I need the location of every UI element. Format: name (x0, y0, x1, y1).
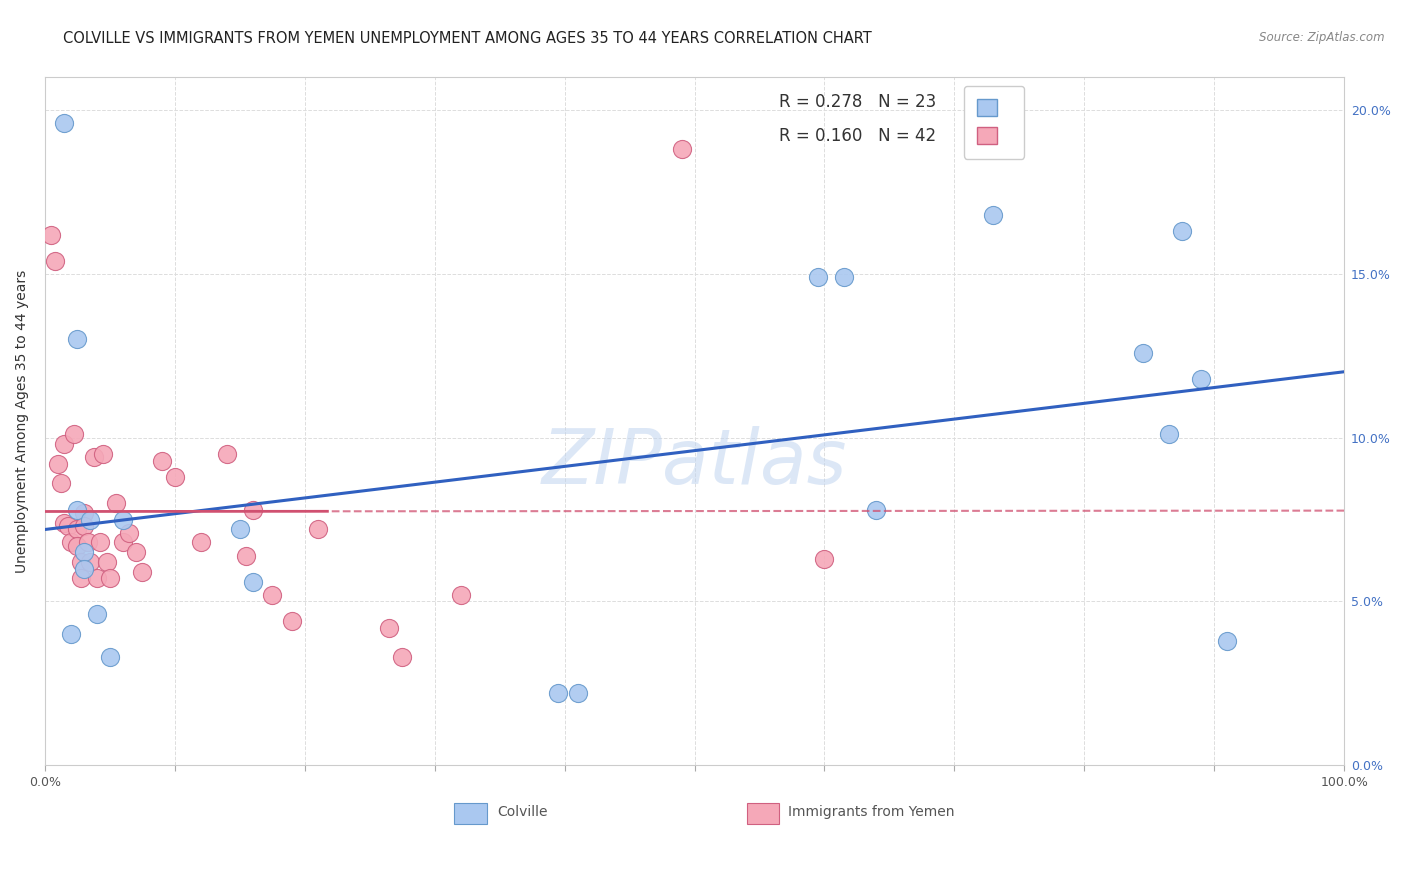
Point (66, 522, 89, 536)
Point (70, 571, 93, 585)
Point (59, 627, 82, 641)
Point (73, 506, 96, 520)
Point (307, 522, 329, 536)
Point (111, 535, 134, 549)
Point (53, 516, 76, 530)
Point (59, 535, 82, 549)
Point (1216, 633, 1239, 648)
Point (1157, 427, 1180, 442)
Point (98, 650, 121, 665)
Point (66, 502, 89, 516)
Point (813, 551, 835, 566)
Point (242, 574, 264, 589)
Point (49, 476, 72, 491)
Point (865, 502, 887, 516)
Point (79, 512, 101, 526)
Point (281, 614, 304, 628)
Point (44, 253, 66, 268)
Point (671, 143, 693, 157)
Point (41, 227, 63, 242)
Text: R = 0.278   N = 23: R = 0.278 N = 23 (779, 93, 936, 111)
Text: Colville: Colville (498, 805, 547, 819)
Point (832, 270, 855, 285)
Point (190, 535, 212, 549)
Point (547, 686, 569, 700)
Point (229, 522, 252, 536)
Point (567, 686, 589, 700)
Point (118, 525, 141, 540)
Text: Source: ZipAtlas.com: Source: ZipAtlas.com (1260, 31, 1385, 45)
Point (73, 561, 96, 575)
Point (53, 437, 76, 451)
Point (66, 539, 89, 553)
Point (163, 470, 186, 484)
Point (98, 571, 121, 585)
Point (391, 650, 413, 665)
Point (983, 208, 1005, 222)
Point (86, 571, 108, 585)
Point (262, 588, 284, 602)
Point (46, 457, 69, 471)
Point (378, 621, 401, 635)
Point (73, 519, 96, 533)
Legend: , : , (965, 86, 1024, 159)
Point (83, 450, 105, 465)
Point (105, 496, 128, 510)
Point (70, 555, 93, 569)
Point (76, 535, 98, 549)
Point (73, 545, 96, 559)
Point (1171, 224, 1194, 238)
Point (235, 549, 257, 563)
Point (450, 588, 472, 602)
FancyBboxPatch shape (454, 803, 486, 823)
Point (66, 332, 89, 346)
Point (93, 447, 115, 461)
Point (53, 116, 76, 130)
Point (96, 555, 118, 569)
Point (89, 535, 111, 549)
Point (79, 555, 101, 569)
Y-axis label: Unemployment Among Ages 35 to 44 years: Unemployment Among Ages 35 to 44 years (15, 269, 30, 573)
Point (62, 427, 84, 442)
Point (150, 453, 173, 467)
FancyBboxPatch shape (747, 803, 779, 823)
Text: R = 0.160   N = 42: R = 0.160 N = 42 (779, 127, 936, 145)
Point (86, 607, 108, 622)
Point (1189, 372, 1212, 386)
Text: COLVILLE VS IMMIGRANTS FROM YEMEN UNEMPLOYMENT AMONG AGES 35 TO 44 YEARS CORRELA: COLVILLE VS IMMIGRANTS FROM YEMEN UNEMPL… (63, 31, 872, 46)
Point (111, 512, 134, 526)
Point (1132, 345, 1154, 359)
Point (125, 545, 148, 559)
Point (131, 565, 153, 579)
Point (807, 270, 830, 285)
Text: ZIPatlas: ZIPatlas (541, 425, 848, 500)
Text: Immigrants from Yemen: Immigrants from Yemen (789, 805, 955, 819)
Point (242, 502, 264, 516)
Point (215, 447, 238, 461)
Point (58, 519, 80, 533)
